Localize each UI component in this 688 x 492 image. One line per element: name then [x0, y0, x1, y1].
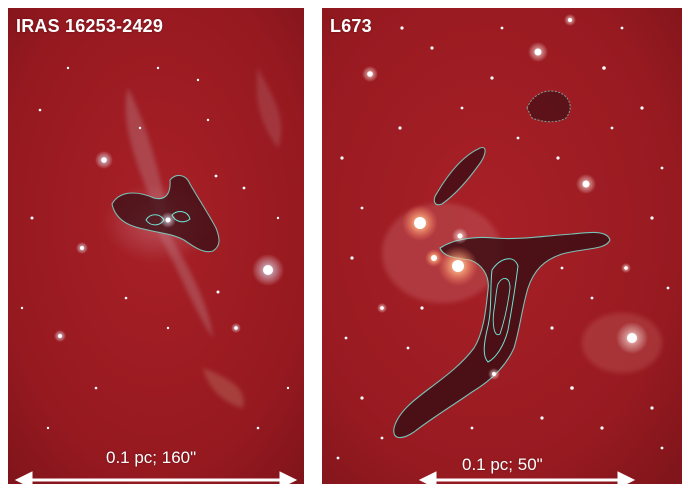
infrared-image-left	[8, 8, 304, 484]
scale-bar-left	[14, 471, 298, 484]
panel-l673: L673 0.1 pc; 50"	[322, 8, 682, 484]
panel-title-right: L673	[330, 16, 372, 36]
star-field-left	[20, 66, 290, 430]
infrared-image-right	[322, 8, 682, 484]
dark-filament-contours	[393, 90, 611, 439]
scale-bar-right	[418, 471, 636, 484]
panel-title-left: IRAS 16253-2429	[16, 16, 164, 36]
scale-bar-label-left: 0.1 pc; 160"	[106, 448, 197, 467]
panel-iras-16253-2429: IRAS 16253-2429 0.1 pc; 160"	[8, 8, 304, 484]
star-field-right	[336, 14, 670, 460]
scale-bar-label-right: 0.1 pc; 50"	[462, 455, 543, 474]
